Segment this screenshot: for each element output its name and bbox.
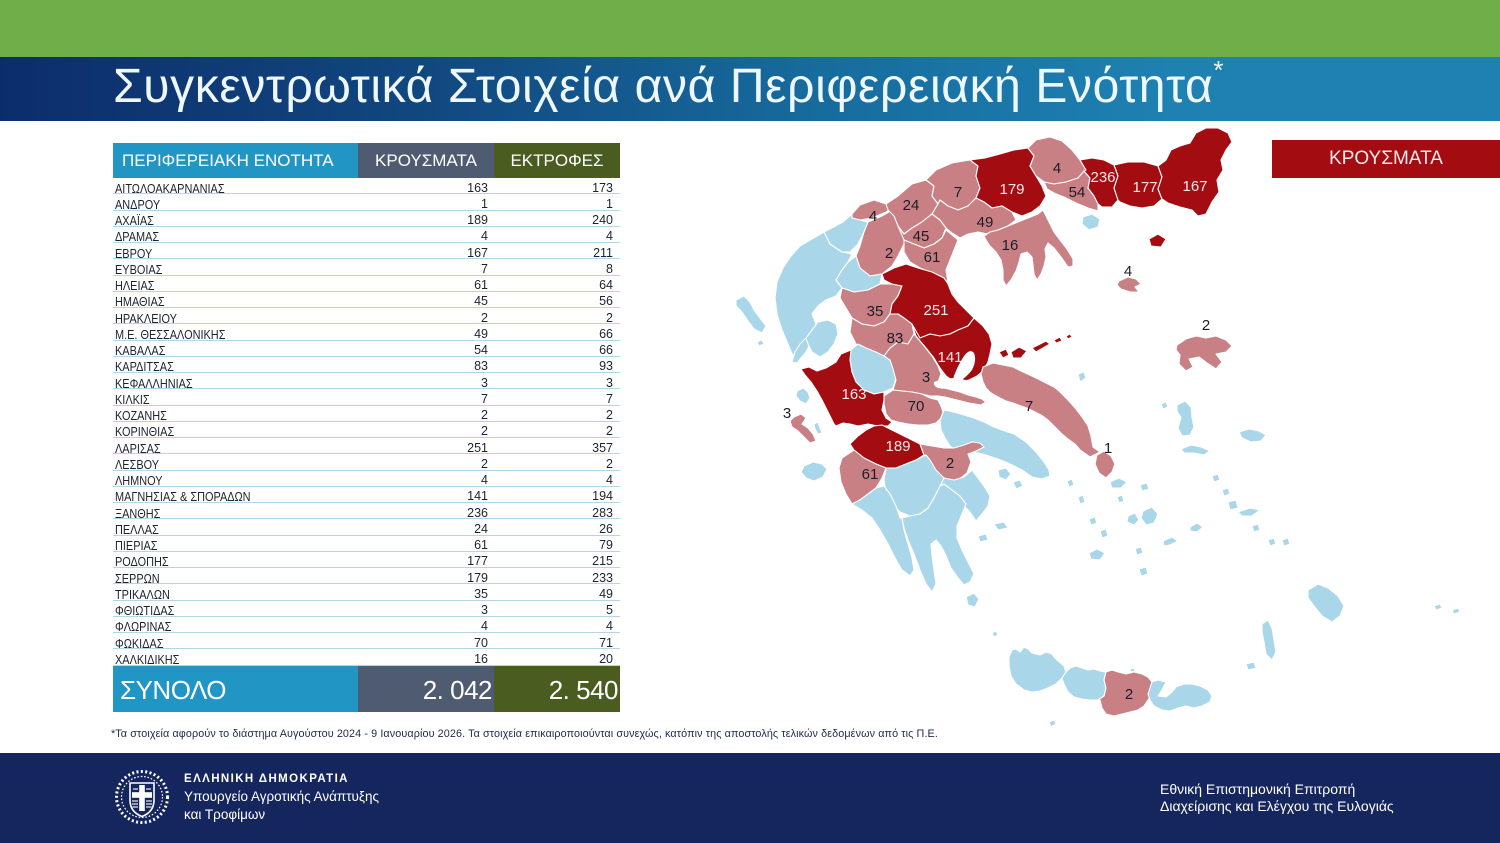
svg-text:2: 2: [885, 245, 893, 262]
svg-text:251: 251: [923, 302, 948, 319]
svg-text:179: 179: [999, 181, 1024, 198]
svg-text:3: 3: [783, 405, 791, 422]
svg-text:2: 2: [1202, 317, 1210, 334]
svg-text:2: 2: [1125, 686, 1133, 703]
svg-text:70: 70: [908, 398, 925, 415]
svg-text:49: 49: [977, 214, 994, 231]
svg-text:45: 45: [913, 228, 930, 245]
svg-text:83: 83: [887, 330, 904, 347]
svg-text:177: 177: [1132, 179, 1157, 196]
svg-text:24: 24: [903, 197, 920, 214]
svg-text:16: 16: [1002, 237, 1019, 254]
svg-text:163: 163: [841, 386, 866, 403]
svg-text:61: 61: [862, 466, 879, 483]
svg-text:4: 4: [1124, 263, 1132, 280]
svg-text:7: 7: [1025, 398, 1033, 415]
svg-text:7: 7: [954, 184, 962, 201]
svg-text:167: 167: [1182, 178, 1207, 195]
svg-text:61: 61: [924, 249, 941, 266]
svg-text:1: 1: [1104, 440, 1112, 457]
svg-text:189: 189: [885, 438, 910, 455]
svg-text:35: 35: [867, 303, 884, 320]
svg-text:54: 54: [1069, 184, 1086, 201]
svg-text:2: 2: [946, 455, 954, 472]
svg-text:3: 3: [922, 369, 930, 386]
svg-text:4: 4: [869, 208, 877, 225]
svg-text:236: 236: [1090, 169, 1115, 186]
svg-text:4: 4: [1053, 160, 1061, 177]
svg-text:141: 141: [937, 349, 962, 366]
